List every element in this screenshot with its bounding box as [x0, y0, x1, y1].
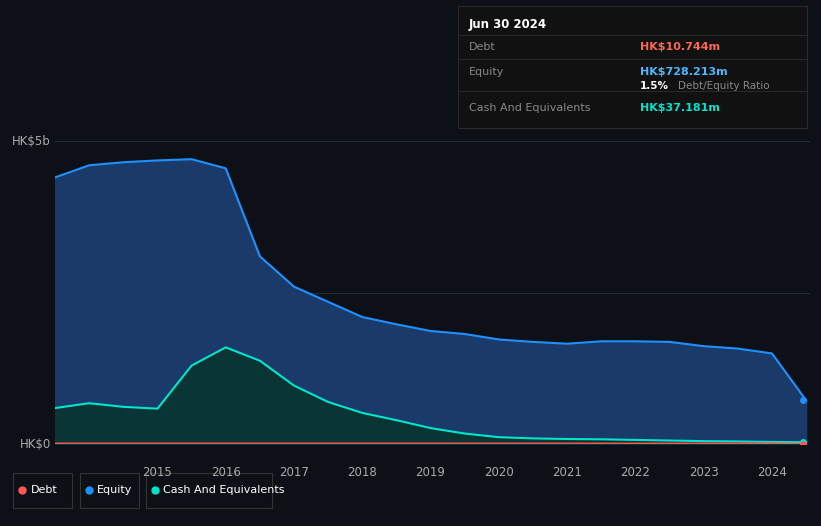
Text: 2023: 2023 — [689, 466, 718, 479]
Text: Equity: Equity — [97, 485, 132, 495]
Text: Equity: Equity — [469, 67, 504, 77]
Text: 2018: 2018 — [347, 466, 377, 479]
Text: HK$10.744m: HK$10.744m — [640, 42, 720, 52]
Text: 2022: 2022 — [621, 466, 650, 479]
Text: Cash And Equivalents: Cash And Equivalents — [163, 485, 285, 495]
Text: 2015: 2015 — [143, 466, 172, 479]
Text: 2024: 2024 — [757, 466, 787, 479]
FancyBboxPatch shape — [13, 472, 72, 508]
Text: Debt: Debt — [469, 42, 495, 52]
Text: 2019: 2019 — [415, 466, 446, 479]
FancyBboxPatch shape — [80, 472, 139, 508]
Text: Debt/Equity Ratio: Debt/Equity Ratio — [678, 82, 769, 92]
Text: 2021: 2021 — [553, 466, 582, 479]
Text: Debt: Debt — [30, 485, 57, 495]
Text: 1.5%: 1.5% — [640, 82, 668, 92]
Text: HK$728.213m: HK$728.213m — [640, 67, 727, 77]
Text: 2020: 2020 — [484, 466, 514, 479]
Text: HK$37.181m: HK$37.181m — [640, 103, 719, 113]
Text: HK$0: HK$0 — [20, 438, 51, 451]
Text: Jun 30 2024: Jun 30 2024 — [469, 18, 547, 31]
Text: HK$5b: HK$5b — [12, 135, 51, 147]
Text: 2017: 2017 — [279, 466, 309, 479]
FancyBboxPatch shape — [146, 472, 272, 508]
Text: Cash And Equivalents: Cash And Equivalents — [469, 103, 590, 113]
Text: 2016: 2016 — [211, 466, 241, 479]
